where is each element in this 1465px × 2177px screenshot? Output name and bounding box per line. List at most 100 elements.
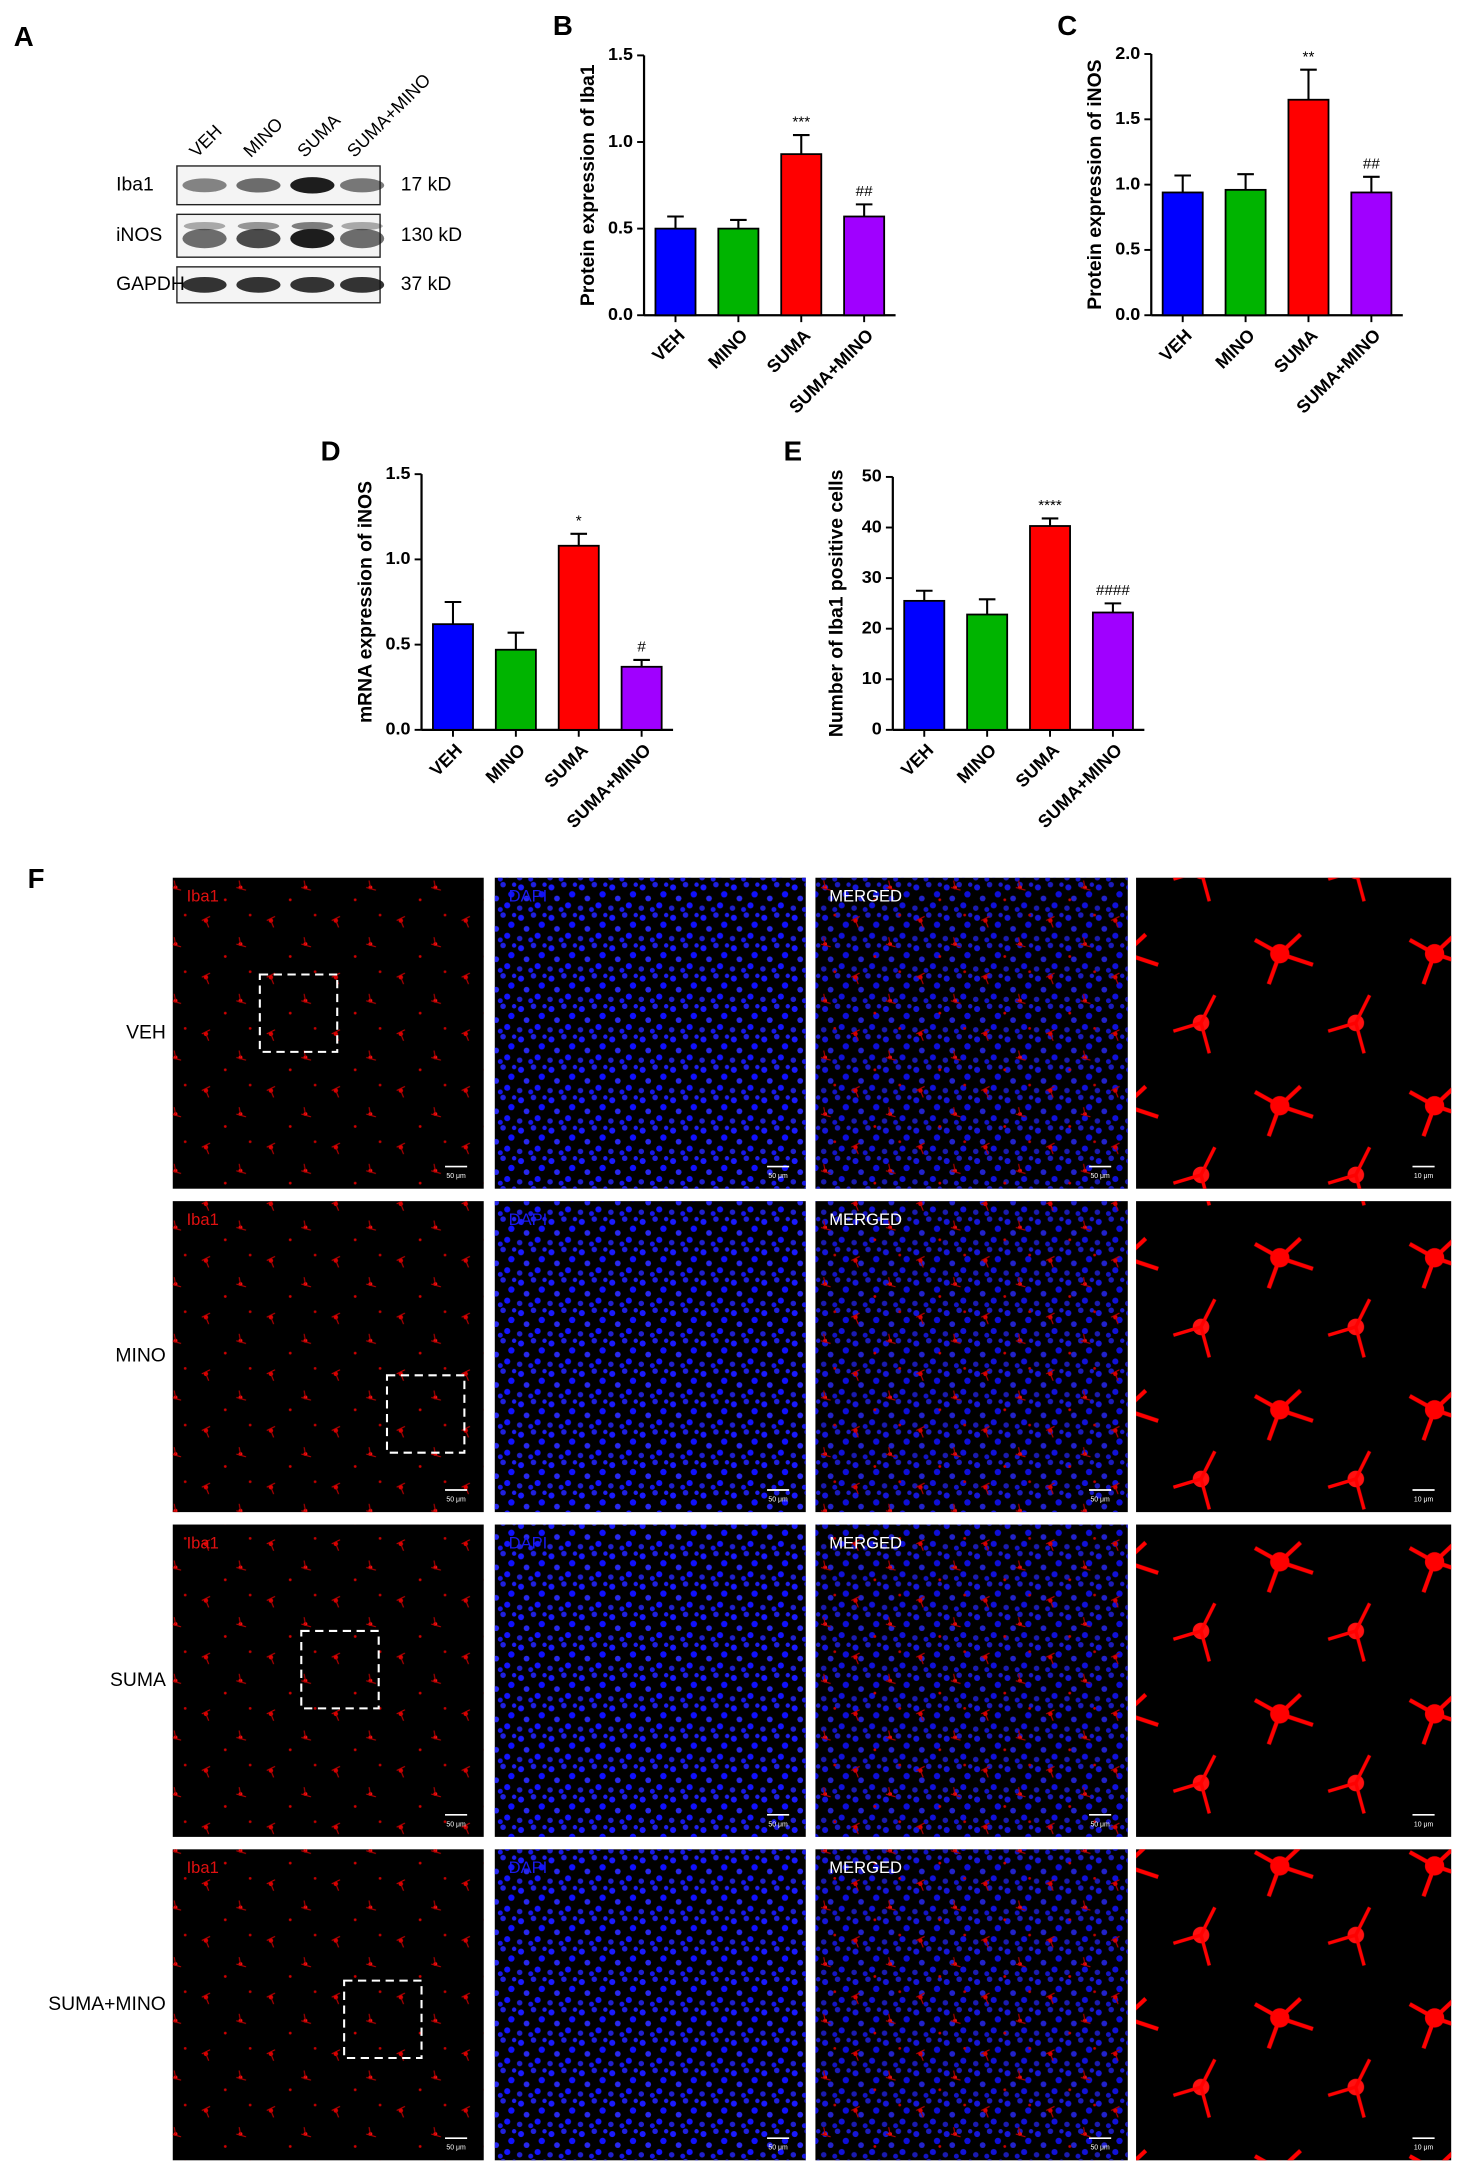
panel-label: D xyxy=(321,436,341,467)
channel-label: MERGED xyxy=(829,1210,902,1229)
scale-bar-label: 50 μm xyxy=(446,1496,466,1503)
significance-label: ** xyxy=(1303,48,1315,65)
scale-bar-label: 50 μm xyxy=(446,1821,466,1828)
panel-label: F xyxy=(28,863,45,894)
nuclei-stain xyxy=(494,877,806,1189)
blot-row-label: iNOS xyxy=(116,224,162,246)
bar xyxy=(1029,525,1071,731)
x-tick-label: VEH xyxy=(426,740,466,780)
significance-label: *** xyxy=(792,114,810,131)
zoom-box xyxy=(300,1629,380,1710)
blot-band xyxy=(182,178,227,193)
panel-label: C xyxy=(1057,10,1077,41)
iba1-stain xyxy=(172,877,484,1189)
iba1-zoom xyxy=(1136,1524,1452,1837)
scale-bar-label: 50 μm xyxy=(1090,1496,1110,1503)
channel-label: Iba1 xyxy=(187,886,219,905)
iba1-zoom xyxy=(1136,1201,1452,1513)
bar xyxy=(557,544,600,731)
blot-row-label: GAPDH xyxy=(116,273,185,295)
blot-row-label: Iba1 xyxy=(116,173,154,195)
scale-bar-label: 50 μm xyxy=(1090,1821,1110,1828)
bar xyxy=(780,153,823,317)
x-tick-label: SUMA xyxy=(540,740,592,792)
y-tick-label: 1.0 xyxy=(608,131,633,151)
channel-label: DAPI xyxy=(509,1858,548,1877)
y-tick-label: 1.0 xyxy=(1115,173,1140,193)
blot-band xyxy=(236,178,281,193)
iba1-stain xyxy=(172,1524,484,1837)
x-tick-label: MINO xyxy=(953,740,1000,787)
channel-label: Iba1 xyxy=(187,1533,219,1552)
bar xyxy=(843,215,886,317)
x-tick-label: MINO xyxy=(482,740,529,787)
row-label: MINO xyxy=(115,1345,165,1367)
significance-label: * xyxy=(576,512,582,529)
blot-band xyxy=(182,276,227,293)
scale-bar-label: 10 μm xyxy=(1414,1496,1434,1503)
y-tick-label: 0.0 xyxy=(1115,304,1140,324)
significance-label: **** xyxy=(1038,497,1062,514)
x-tick-label: MINO xyxy=(704,325,751,372)
scale-bar-label: 50 μm xyxy=(768,1496,788,1503)
scale-bar-label: 50 μm xyxy=(768,2145,788,2152)
scale-bar-label: 50 μm xyxy=(446,1173,466,1180)
iba1-zoom xyxy=(1136,1849,1452,2161)
nuclei-stain xyxy=(494,1524,806,1837)
x-tick-label: SUMA xyxy=(1012,740,1064,792)
scale-bar-label: 10 μm xyxy=(1414,2145,1434,2152)
scale-bar-label: 50 μm xyxy=(1090,2145,1110,2152)
blot-band xyxy=(290,228,335,249)
blot-band xyxy=(290,177,335,194)
panel-label: B xyxy=(553,10,573,41)
y-tick-label: 0.5 xyxy=(608,217,633,237)
y-tick-label: 1.5 xyxy=(1115,108,1140,128)
y-tick-label: 1.0 xyxy=(386,548,411,568)
y-tick-label: 10 xyxy=(862,668,882,688)
y-tick-label: 1.5 xyxy=(608,44,633,64)
channel-label: Iba1 xyxy=(187,1858,219,1877)
channel-label: DAPI xyxy=(509,1210,548,1229)
channel-label: MERGED xyxy=(829,1858,902,1877)
iba1-stain xyxy=(172,1201,484,1513)
y-axis-title: Number of Iba1 positive cells xyxy=(826,470,848,737)
y-tick-label: 0.0 xyxy=(386,719,411,739)
x-tick-label: VEH xyxy=(1156,325,1196,365)
bar xyxy=(717,227,760,317)
bar xyxy=(1287,98,1330,317)
significance-label: #### xyxy=(1096,582,1130,599)
bar xyxy=(494,648,537,731)
iba1-stain xyxy=(815,1524,1128,1837)
blot-band xyxy=(237,221,280,231)
y-axis-title: mRNA expression of iNOS xyxy=(354,481,376,723)
iba1-stain xyxy=(815,1201,1128,1513)
y-axis-title: Protein expression of iNOS xyxy=(1084,59,1106,309)
y-tick-label: 40 xyxy=(862,516,882,536)
row-label: SUMA xyxy=(110,1669,166,1691)
nuclei-stain xyxy=(494,1201,806,1513)
channel-label: MERGED xyxy=(829,886,902,905)
scale-bar-label: 50 μm xyxy=(1090,1173,1110,1180)
lane-label: VEH xyxy=(186,121,226,161)
bar xyxy=(432,623,474,731)
bar xyxy=(903,599,946,731)
panel-label: E xyxy=(784,436,802,467)
bar xyxy=(620,665,663,731)
y-tick-label: 2.0 xyxy=(1115,43,1140,63)
bar xyxy=(1350,191,1393,317)
channel-label: DAPI xyxy=(509,886,548,905)
blot-band xyxy=(290,276,335,293)
row-label: SUMA+MINO xyxy=(48,1993,166,2015)
y-tick-label: 30 xyxy=(862,567,882,587)
lane-label: SUMA+MINO xyxy=(343,70,434,161)
blot-band xyxy=(291,221,334,231)
channel-label: MERGED xyxy=(829,1533,902,1552)
y-axis-title: Protein expression of Iba1 xyxy=(577,64,599,306)
bar xyxy=(654,227,697,317)
x-tick-label: SUMA xyxy=(1270,325,1322,377)
y-tick-label: 0 xyxy=(872,719,882,739)
blot-size-label: 37 kD xyxy=(401,273,452,295)
scale-bar-label: 50 μm xyxy=(446,2145,466,2152)
significance-label: ## xyxy=(856,183,873,200)
